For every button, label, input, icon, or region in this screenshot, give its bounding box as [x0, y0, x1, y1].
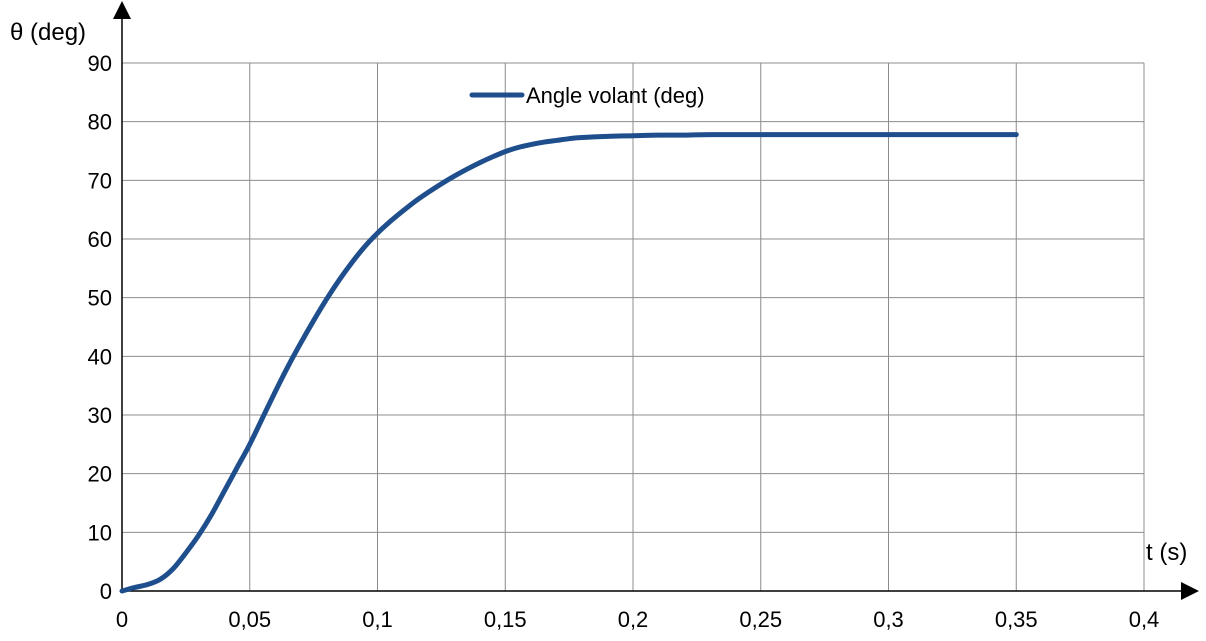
x-tick-label: 0,2 [618, 607, 649, 632]
y-tick-label: 80 [88, 110, 112, 135]
x-tick-label: 0,3 [873, 607, 904, 632]
y-tick-label: 90 [88, 51, 112, 76]
y-tick-label: 20 [88, 462, 112, 487]
legend-label: Angle volant (deg) [526, 83, 705, 108]
y-tick-label: 0 [100, 579, 112, 604]
y-tick-label: 70 [88, 168, 112, 193]
x-tick-label: 0,1 [362, 607, 393, 632]
x-tick-label: 0,05 [228, 607, 271, 632]
y-tick-label: 40 [88, 344, 112, 369]
y-axis-title: θ (deg) [10, 19, 86, 46]
x-tick-label: 0,35 [995, 607, 1038, 632]
legend: Angle volant (deg) [469, 83, 705, 108]
y-tick-label: 50 [88, 286, 112, 311]
series [119, 132, 1019, 594]
series-line-angle-volant [119, 132, 1019, 594]
x-axis-title: t (s) [1146, 539, 1187, 566]
y-tick-label: 30 [88, 403, 112, 428]
grid [122, 62, 1145, 591]
x-tick-label: 0,25 [739, 607, 782, 632]
tick-labels: 0 10 20 30 40 50 60 70 80 90 0 0,05 0,1 0,15 0,2 0,25 0,… [88, 51, 1160, 632]
axes [113, 1, 1199, 600]
x-tick-label: 0 [116, 607, 128, 632]
x-tick-label: 0,4 [1129, 607, 1160, 632]
x-tick-label: 0,15 [484, 607, 527, 632]
y-tick-label: 10 [88, 520, 112, 545]
y-tick-label: 60 [88, 227, 112, 252]
